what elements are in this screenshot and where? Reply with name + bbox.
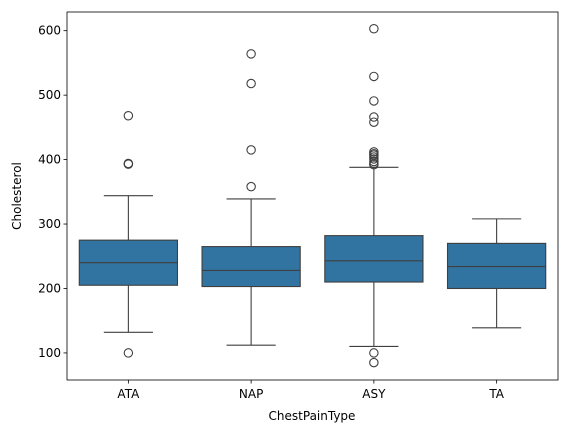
x-axis-label: ChestPainType	[269, 409, 356, 423]
outlier-point	[369, 24, 379, 34]
y-tick-label: 300	[38, 217, 61, 231]
outlier-point	[246, 49, 256, 59]
y-tick-label: 400	[38, 153, 61, 167]
outlier-point	[246, 78, 256, 89]
outlier-point	[369, 112, 379, 122]
x-tick-label: TA	[488, 387, 504, 401]
outlier-point	[369, 156, 379, 167]
outlier-point	[123, 158, 134, 169]
y-tick-label: 600	[38, 24, 61, 38]
iqr-box	[324, 235, 424, 283]
x-tick-label: NAP	[239, 387, 263, 401]
plot-frame	[66, 11, 559, 381]
outlier-point	[369, 117, 379, 127]
box-group-nap	[201, 49, 301, 346]
outlier-point	[246, 181, 256, 192]
box-group-ata	[78, 111, 179, 358]
box-group-asy	[324, 24, 424, 368]
x-tick-label: ATA	[117, 387, 140, 401]
outlier-point	[369, 348, 379, 358]
y-axis-label: Cholesterol	[10, 162, 24, 230]
outlier-point	[369, 96, 379, 106]
y-axis: 100 200 300 400 500 600	[38, 24, 67, 360]
box-group-ta	[446, 218, 547, 329]
outlier-point	[369, 71, 379, 82]
x-axis: ATA NAP ASY TA	[117, 380, 505, 401]
y-tick-label: 100	[38, 346, 61, 360]
iqr-box	[201, 246, 301, 288]
y-tick-label: 200	[38, 281, 61, 295]
iqr-box	[446, 242, 547, 290]
outlier-point	[369, 147, 379, 157]
outlier-point	[123, 348, 134, 358]
outlier-point	[123, 111, 134, 121]
y-tick-label: 500	[38, 88, 61, 102]
outlier-point	[369, 357, 379, 368]
boxes-layer	[78, 24, 547, 368]
x-tick-label: ASY	[362, 387, 386, 401]
outlier-point	[246, 145, 256, 155]
